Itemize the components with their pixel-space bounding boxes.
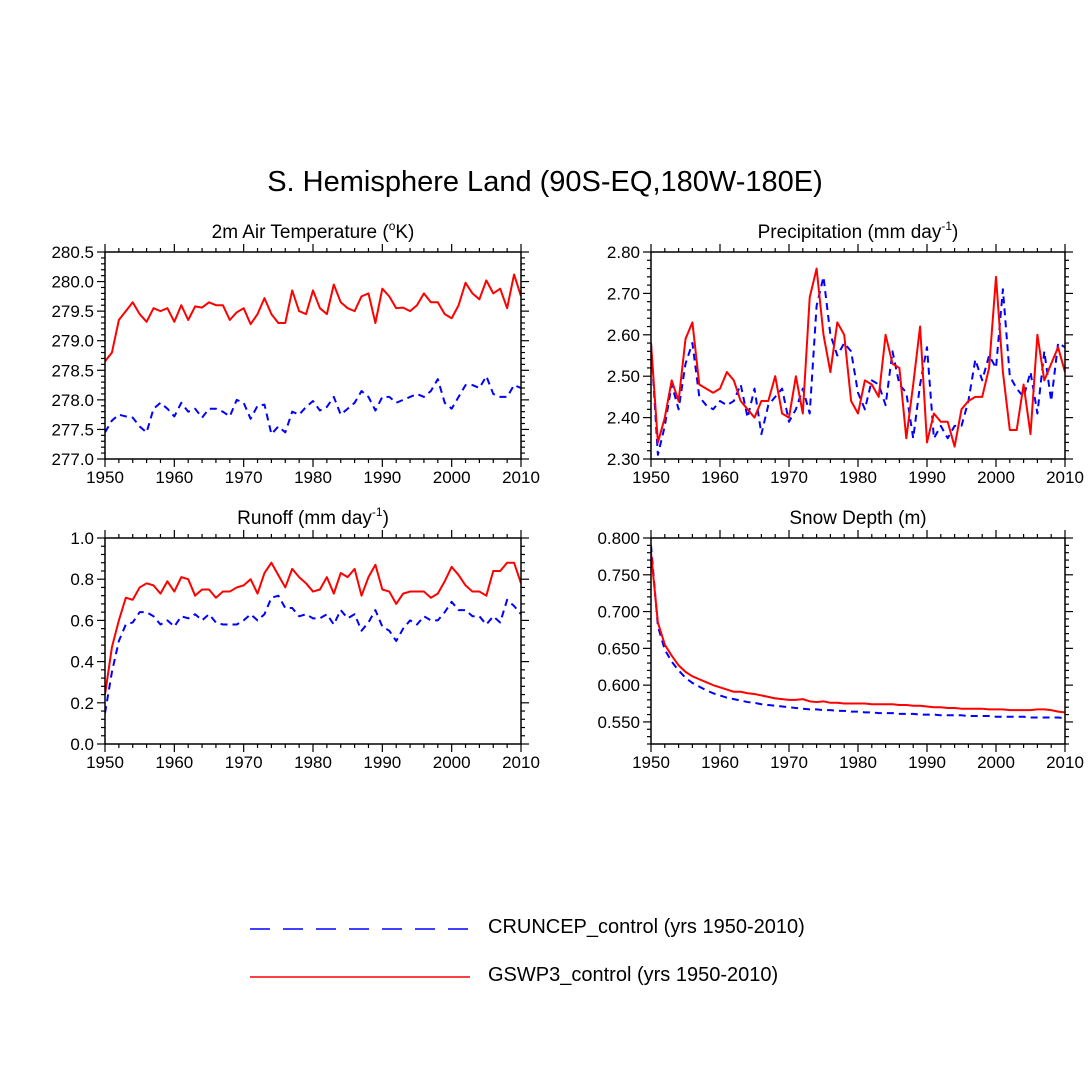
y-tick-label: 0.8 [70, 570, 94, 589]
y-tick-label: 0.2 [70, 694, 94, 713]
x-tick-label: 1950 [86, 753, 124, 772]
panel-3: Snow Depth (m) 1950 1960 1970 1980 1990 2000 20… [597, 508, 1083, 772]
y-tick-label: 1.0 [70, 529, 94, 548]
y-tick-label: 0.550 [597, 713, 640, 732]
y-tick-label: 0.650 [597, 639, 640, 658]
x-tick-label: 2010 [1046, 753, 1084, 772]
x-tick-label: 1980 [294, 753, 332, 772]
series-line-gswp3 [651, 552, 1065, 714]
y-tick-label: 0.0 [70, 735, 94, 754]
series-line-gswp3 [105, 561, 521, 695]
y-tick-label: 2.80 [607, 243, 640, 262]
x-tick-label: 2000 [433, 753, 471, 772]
x-tick-label: 1990 [363, 753, 401, 772]
y-tick-label: 2.40 [607, 409, 640, 428]
legend-label-cruncep: CRUNCEP_control (yrs 1950-2010) [488, 916, 805, 938]
panel-1: Precipitation (mm day-1) 1950 1960 1970 1980… [607, 219, 1084, 487]
x-tick-label: 1980 [294, 468, 332, 487]
series-line-cruncep [105, 594, 521, 714]
plot-frame [650, 537, 1066, 745]
x-tick-label: 1970 [770, 468, 808, 487]
y-tick-label: 0.800 [597, 529, 640, 548]
panel-0: 2m Air Temperature (oK) 1950 1960 1970 1980 1… [51, 219, 539, 487]
y-tick-label: 2.50 [607, 367, 640, 386]
y-tick-label: 279.0 [51, 332, 94, 351]
panel-title: Snow Depth (m) [789, 508, 926, 529]
series-line-cruncep [105, 375, 521, 436]
series-line-gswp3 [105, 273, 521, 363]
x-tick-label: 1950 [86, 468, 124, 487]
panel-title: Runoff (mm day-1) [237, 505, 389, 529]
x-tick-label: 2000 [977, 753, 1015, 772]
x-tick-label: 2000 [977, 468, 1015, 487]
y-tick-label: 280.5 [51, 243, 94, 262]
figure-title: S. Hemisphere Land (90S-EQ,180W-180E) [267, 166, 823, 198]
plot-frame [104, 537, 522, 745]
x-tick-label: 1960 [701, 468, 739, 487]
series-line-cruncep [651, 275, 1065, 456]
y-tick-label: 2.60 [607, 326, 640, 345]
x-tick-label: 1970 [225, 753, 263, 772]
series-line-gswp3 [651, 267, 1065, 448]
y-tick-label: 280.0 [51, 273, 94, 292]
x-tick-label: 1980 [839, 468, 877, 487]
panel-title: Precipitation (mm day-1) [758, 219, 959, 243]
x-tick-label: 1970 [770, 753, 808, 772]
y-tick-label: 277.0 [51, 450, 94, 469]
y-tick-label: 279.5 [51, 302, 94, 321]
y-tick-label: 0.750 [597, 566, 640, 585]
x-tick-label: 2010 [502, 468, 540, 487]
y-tick-label: 277.5 [51, 420, 94, 439]
legend [250, 928, 470, 978]
y-tick-label: 0.600 [597, 676, 640, 695]
panel-2: Runoff (mm day-1) 1950 1960 1970 1980 1990 200… [70, 505, 540, 772]
x-tick-label: 1970 [225, 468, 263, 487]
y-tick-label: 278.5 [51, 361, 94, 380]
x-tick-label: 1960 [701, 753, 739, 772]
x-tick-label: 2000 [433, 468, 471, 487]
x-tick-label: 1980 [839, 753, 877, 772]
series-line-cruncep [651, 545, 1065, 720]
x-tick-label: 1950 [632, 468, 670, 487]
x-tick-label: 1950 [632, 753, 670, 772]
plot-frame [104, 251, 522, 460]
y-tick-label: 0.4 [70, 653, 94, 672]
x-tick-label: 1990 [363, 468, 401, 487]
y-tick-label: 278.0 [51, 391, 94, 410]
x-tick-label: 1960 [155, 468, 193, 487]
x-tick-label: 1990 [908, 468, 946, 487]
y-tick-label: 2.70 [607, 284, 640, 303]
legend-label-gswp3: GSWP3_control (yrs 1950-2010) [488, 964, 779, 986]
x-tick-label: 2010 [502, 753, 540, 772]
y-tick-label: 2.30 [607, 450, 640, 469]
x-tick-label: 1990 [908, 753, 946, 772]
y-tick-label: 0.700 [597, 603, 640, 622]
plot-frame [650, 251, 1066, 460]
x-tick-label: 2010 [1046, 468, 1084, 487]
y-tick-label: 0.6 [70, 611, 94, 630]
x-tick-label: 1960 [155, 753, 193, 772]
panel-title: 2m Air Temperature (oK) [212, 219, 415, 243]
